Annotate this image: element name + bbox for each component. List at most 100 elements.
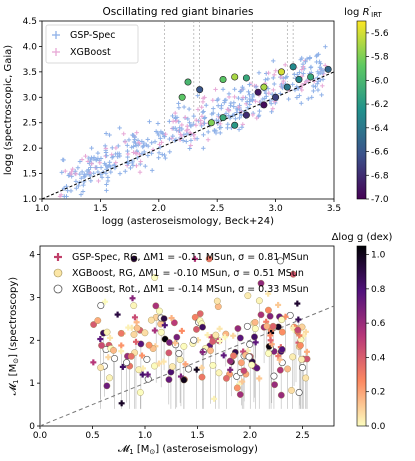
bottom-panel-points xyxy=(90,255,311,407)
xgboost-point xyxy=(157,142,162,147)
gsp-spec-rg-point xyxy=(230,332,237,339)
xgboost-point xyxy=(188,143,193,148)
xgboost-rg-point xyxy=(230,352,237,360)
xgboost-point xyxy=(272,72,277,77)
gsp-spec-point xyxy=(194,136,200,141)
gsp-spec-point xyxy=(173,116,178,121)
gsp-spec-point xyxy=(116,143,121,149)
gsp-spec-point xyxy=(256,70,262,75)
gsp-spec-point xyxy=(132,134,138,140)
bottom-colorbar-tick-label: 1.0 xyxy=(371,251,386,261)
gsp-spec-point xyxy=(91,155,97,160)
bottom-colorbar-bar xyxy=(356,245,367,427)
bottom-y-tick-label: 2 xyxy=(29,336,35,346)
legend-marker-gsp-spec xyxy=(52,31,60,39)
gsp-spec-point xyxy=(81,182,86,188)
xgboost-point xyxy=(323,63,328,68)
gsp-spec-point xyxy=(176,101,181,106)
xgboost-rg-point xyxy=(198,373,206,381)
gsp-spec-point xyxy=(301,71,306,76)
xgboost-point xyxy=(63,168,68,174)
gsp-spec-point xyxy=(108,169,114,175)
top-x-tick-label: 2.5 xyxy=(210,204,224,214)
xgboost-rg-point xyxy=(238,359,245,367)
gsp-spec-point xyxy=(318,66,324,71)
gsp-spec-point xyxy=(95,169,101,175)
xgboost-rg-point xyxy=(294,326,302,334)
legend-marker-xgb-rg xyxy=(53,268,63,278)
top-colorbar-bar xyxy=(356,20,367,200)
gsp-spec-point xyxy=(177,128,182,134)
gsp-spec-point xyxy=(104,188,109,193)
highlighted-point xyxy=(242,74,250,82)
bottom-colorbar: Δlog g (dex) 0.0 0.2 0.4 0.6 0.8 1.0 xyxy=(332,232,393,432)
gsp-spec-point xyxy=(102,143,108,149)
bottom-panel: 0.0 0.5 1.0 1.5 2.0 2.5 0 1 2 3 4 GSP-Spec, RG, ΔM… xyxy=(8,245,335,456)
gsp-spec-point xyxy=(69,174,74,179)
gsp-spec-rg-point xyxy=(302,328,309,335)
xgboost-rot-point xyxy=(286,311,294,319)
bottom-panel-ticks: 0.0 0.5 1.0 1.5 2.0 2.5 0 1 2 3 4 xyxy=(29,251,309,441)
gsp-spec-rg-point xyxy=(133,319,140,326)
xgboost-rg-point xyxy=(255,297,263,305)
gsp-spec-point xyxy=(117,171,123,176)
xgboost-point xyxy=(320,83,325,89)
gsp-spec-rg-point xyxy=(178,327,185,334)
gsp-spec-point xyxy=(126,137,132,143)
xgboost-rot-point xyxy=(246,340,254,348)
gsp-spec-point xyxy=(86,167,91,172)
xgboost-rg-point xyxy=(97,364,104,372)
gsp-spec-point xyxy=(303,59,308,64)
gsp-spec-point xyxy=(247,82,252,87)
xgboost-rg-point xyxy=(251,325,259,333)
gsp-spec-point xyxy=(142,149,147,155)
xgboost-rot-point xyxy=(143,355,151,363)
xgboost-point xyxy=(73,171,79,177)
gsp-spec-point xyxy=(272,81,277,87)
xgboost-rot-point xyxy=(123,359,131,367)
top-colorbar-tick-label: -5.8 xyxy=(371,53,389,63)
gsp-spec-rg-point xyxy=(275,301,282,308)
highlighted-point xyxy=(231,121,239,129)
gsp-spec-point xyxy=(211,110,216,116)
gsp-spec-point xyxy=(315,87,321,93)
xgboost-rg-point xyxy=(117,329,125,337)
gsp-spec-point xyxy=(62,194,67,199)
xgboost-point xyxy=(199,104,204,110)
xgboost-point xyxy=(238,109,244,114)
legend-marker-xgb-rot xyxy=(53,284,63,294)
gsp-spec-point xyxy=(147,119,152,124)
gsp-spec-point xyxy=(290,82,295,87)
gsp-spec-point xyxy=(156,155,161,160)
gsp-spec-rg-point xyxy=(216,338,223,345)
gsp-spec-point xyxy=(103,150,109,155)
gsp-spec-point xyxy=(180,138,186,143)
xgboost-rg-point xyxy=(277,391,285,399)
gsp-spec-point xyxy=(149,140,154,145)
gsp-spec-point xyxy=(283,75,288,80)
xgboost-point xyxy=(137,170,143,175)
xgboost-point xyxy=(218,121,223,127)
gsp-spec-point xyxy=(94,165,99,170)
gsp-spec-point xyxy=(236,127,242,132)
xgboost-point xyxy=(278,75,284,80)
highlighted-point xyxy=(277,68,285,76)
gsp-spec-point xyxy=(215,98,220,103)
xgboost-point xyxy=(121,131,126,137)
xgboost-rg-point xyxy=(133,324,141,332)
xgboost-rg-point xyxy=(209,338,217,345)
xgboost-rg-point xyxy=(240,367,248,375)
gsp-spec-point xyxy=(117,153,123,159)
gsp-spec-rg-point xyxy=(139,352,146,359)
xgboost-rg-point xyxy=(257,279,265,287)
gsp-spec-point xyxy=(307,55,313,60)
xgboost-point xyxy=(163,131,168,137)
gsp-spec-rg-point xyxy=(182,361,189,368)
gsp-spec-point xyxy=(81,174,87,180)
gsp-spec-point xyxy=(250,94,255,100)
gsp-spec-rg-point xyxy=(275,353,282,360)
gsp-spec-point xyxy=(171,126,176,131)
highlighted-point xyxy=(283,83,291,91)
xgboost-rg-point xyxy=(265,306,272,314)
xgboost-point xyxy=(301,64,306,70)
